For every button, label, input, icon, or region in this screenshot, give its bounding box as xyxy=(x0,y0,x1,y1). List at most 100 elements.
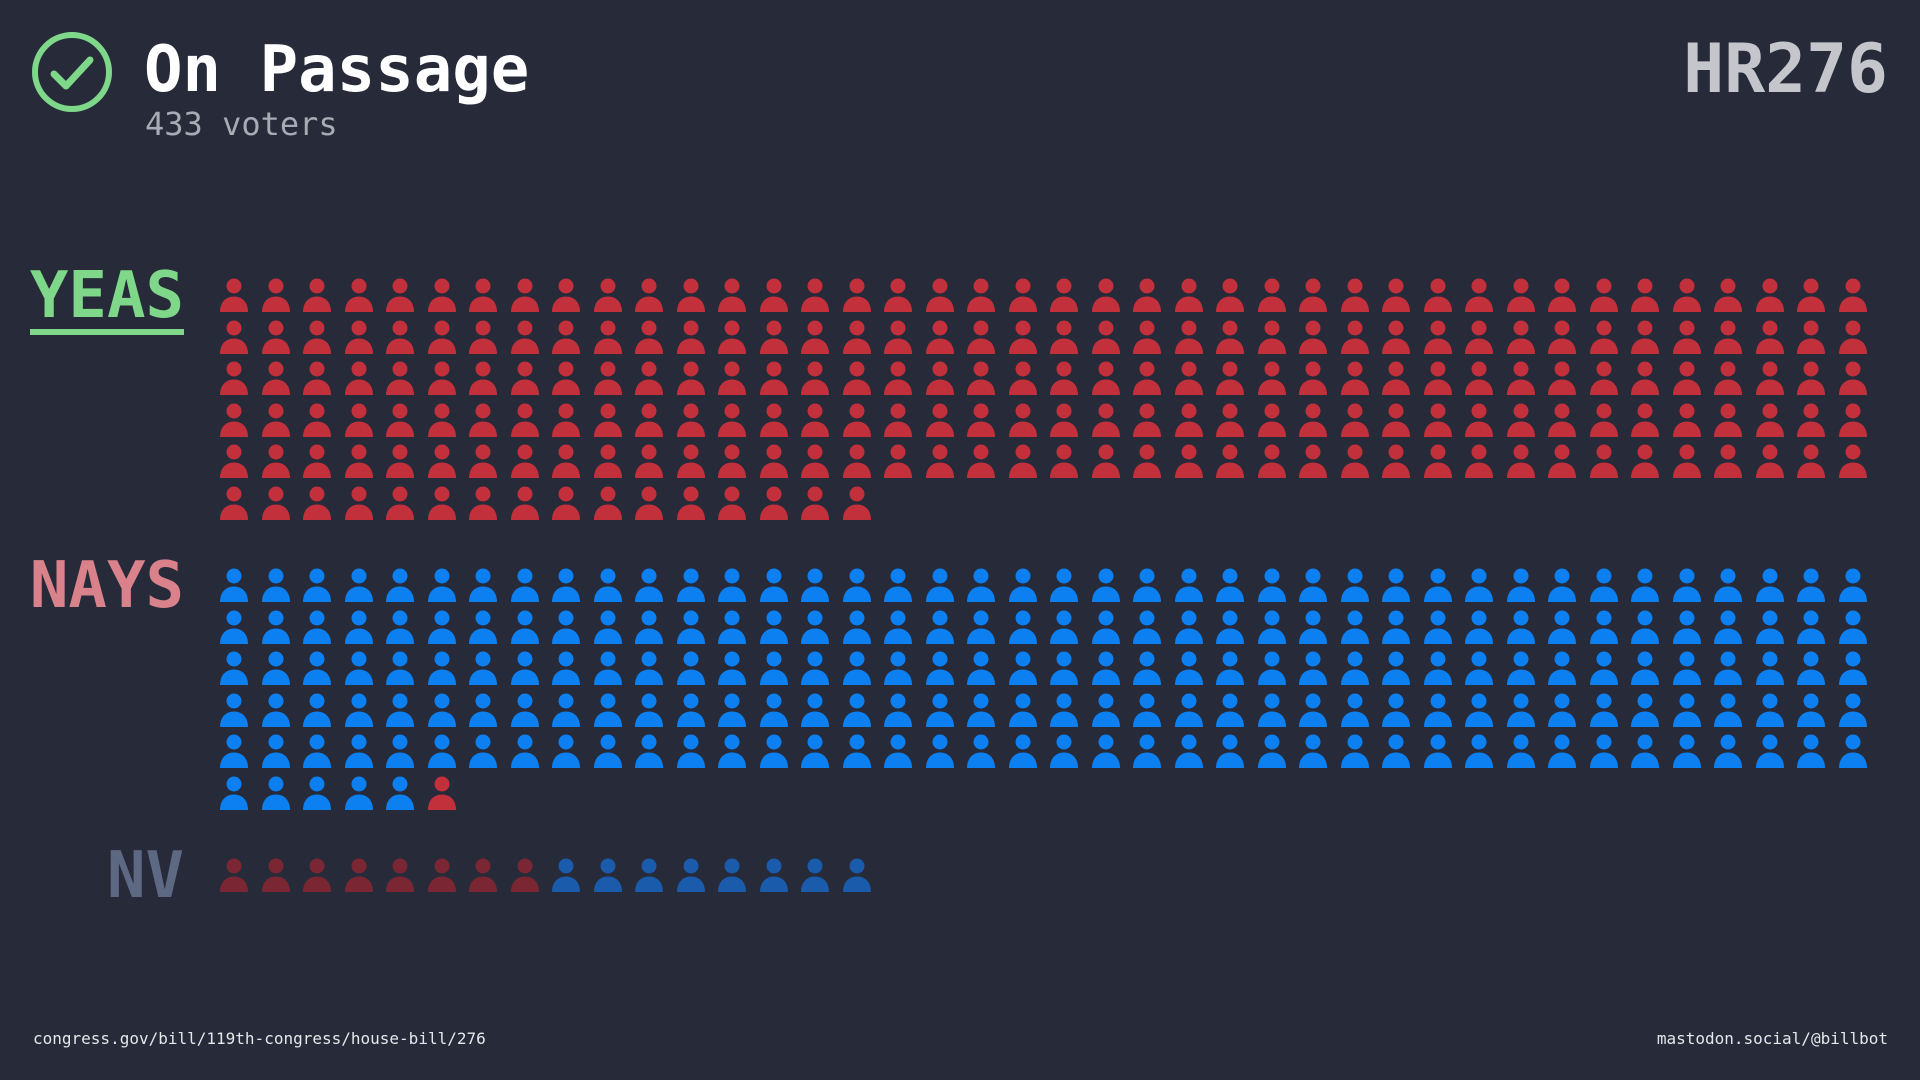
person-icon-democrat xyxy=(1672,568,1701,602)
person-icon-republican xyxy=(1714,361,1742,395)
person-icon-republican xyxy=(552,361,580,395)
person-icon-democrat xyxy=(1589,734,1618,768)
person-icon-republican xyxy=(1091,361,1120,395)
person-icon-republican xyxy=(593,278,622,312)
person-icon-democrat xyxy=(718,734,746,768)
person-icon-democrat xyxy=(344,734,373,768)
person-icon-democrat xyxy=(884,734,912,768)
person-icon-republican xyxy=(593,486,622,520)
person-icon-democrat xyxy=(1299,651,1327,685)
person-icon-democrat xyxy=(386,651,414,685)
person-icon-democrat xyxy=(552,568,580,602)
person-icon-democrat xyxy=(344,568,373,602)
person-icon-republican xyxy=(469,403,497,437)
person-icon-republican xyxy=(1423,444,1452,478)
person-icon-republican xyxy=(1299,361,1327,395)
person-icon-republican xyxy=(1797,278,1825,312)
person-icon-democrat xyxy=(510,651,539,685)
person-icon-democrat xyxy=(1382,610,1410,644)
person-icon-republican xyxy=(635,278,663,312)
person-icon-democrat xyxy=(1672,651,1701,685)
person-icon-democrat xyxy=(1257,651,1286,685)
person-icon-democrat xyxy=(1174,734,1203,768)
bill-id: HR276 xyxy=(1683,30,1888,109)
person-icon-democrat xyxy=(427,651,456,685)
person-icon-republican xyxy=(718,320,746,354)
person-icon-democrat xyxy=(261,693,290,727)
person-icon-democrat xyxy=(842,858,871,892)
source-link[interactable]: congress.gov/bill/119th-congress/house-b… xyxy=(33,1029,486,1048)
person-icon-republican xyxy=(718,444,746,478)
person-icon-democrat xyxy=(427,610,456,644)
person-icon-democrat xyxy=(635,858,663,892)
person-icon-democrat xyxy=(635,693,663,727)
person-icon-republican xyxy=(1382,320,1410,354)
person-icon-democrat xyxy=(1050,610,1078,644)
person-icon-republican xyxy=(1506,361,1535,395)
person-icon-republican xyxy=(1050,320,1078,354)
vote-title: On Passage xyxy=(144,33,530,107)
person-icon-republican xyxy=(1008,403,1037,437)
person-icon-republican xyxy=(1133,444,1161,478)
person-icon-democrat xyxy=(1631,651,1659,685)
person-icon-republican xyxy=(220,320,248,354)
person-icon-democrat xyxy=(1216,693,1244,727)
person-icon-democrat xyxy=(1091,651,1120,685)
person-icon-republican xyxy=(884,444,912,478)
person-icon-republican xyxy=(884,361,912,395)
person-icon-democrat xyxy=(1423,610,1452,644)
person-icon-republican xyxy=(801,444,829,478)
person-icon-republican xyxy=(1506,320,1535,354)
person-icon-democrat xyxy=(1672,610,1701,644)
person-icon-republican xyxy=(1340,444,1369,478)
person-icon-democrat xyxy=(552,858,580,892)
person-icon-democrat xyxy=(967,693,995,727)
person-icon-republican xyxy=(303,858,331,892)
person-icon-republican xyxy=(303,361,331,395)
person-icon-republican xyxy=(801,361,829,395)
person-icon-democrat xyxy=(220,568,248,602)
person-icon-democrat xyxy=(842,568,871,602)
person-icon-republican xyxy=(759,486,788,520)
person-icon-democrat xyxy=(635,651,663,685)
person-icon-democrat xyxy=(1299,734,1327,768)
person-icon-democrat xyxy=(1838,693,1867,727)
person-icon-democrat xyxy=(469,693,497,727)
person-icon-democrat xyxy=(1050,734,1078,768)
person-icon-democrat xyxy=(344,776,373,810)
person-icon-democrat xyxy=(1216,610,1244,644)
person-icon-republican xyxy=(759,320,788,354)
person-icon-democrat xyxy=(1755,734,1784,768)
person-icon-democrat xyxy=(635,734,663,768)
person-icon-republican xyxy=(759,361,788,395)
person-icon-democrat xyxy=(1382,734,1410,768)
person-icon-republican xyxy=(925,444,954,478)
person-icon-republican xyxy=(510,486,539,520)
person-icon-democrat xyxy=(303,568,331,602)
person-icon-democrat xyxy=(1174,568,1203,602)
person-icon-democrat xyxy=(1216,568,1244,602)
person-icon-republican xyxy=(1589,278,1618,312)
person-icon-democrat xyxy=(1133,734,1161,768)
person-icon-republican xyxy=(1672,444,1701,478)
person-icon-democrat xyxy=(1631,734,1659,768)
person-icon-democrat xyxy=(1133,693,1161,727)
person-icon-republican xyxy=(427,486,456,520)
person-icon-republican xyxy=(842,361,871,395)
person-icon-democrat xyxy=(1465,693,1493,727)
person-icon-republican xyxy=(718,361,746,395)
person-icon-republican xyxy=(344,361,373,395)
person-icon-republican xyxy=(1257,278,1286,312)
person-icon-republican xyxy=(1465,361,1493,395)
person-icon-republican xyxy=(1465,403,1493,437)
person-icon-republican xyxy=(1589,403,1618,437)
person-icon-republican xyxy=(344,486,373,520)
person-icon-democrat xyxy=(676,651,705,685)
person-icon-republican xyxy=(1008,361,1037,395)
person-icon-republican xyxy=(801,278,829,312)
person-icon-democrat xyxy=(759,568,788,602)
person-icon-democrat xyxy=(801,858,829,892)
credit-handle[interactable]: mastodon.social/@billbot xyxy=(1656,1029,1888,1048)
person-icon-republican xyxy=(261,320,290,354)
person-icon-republican xyxy=(1050,278,1078,312)
